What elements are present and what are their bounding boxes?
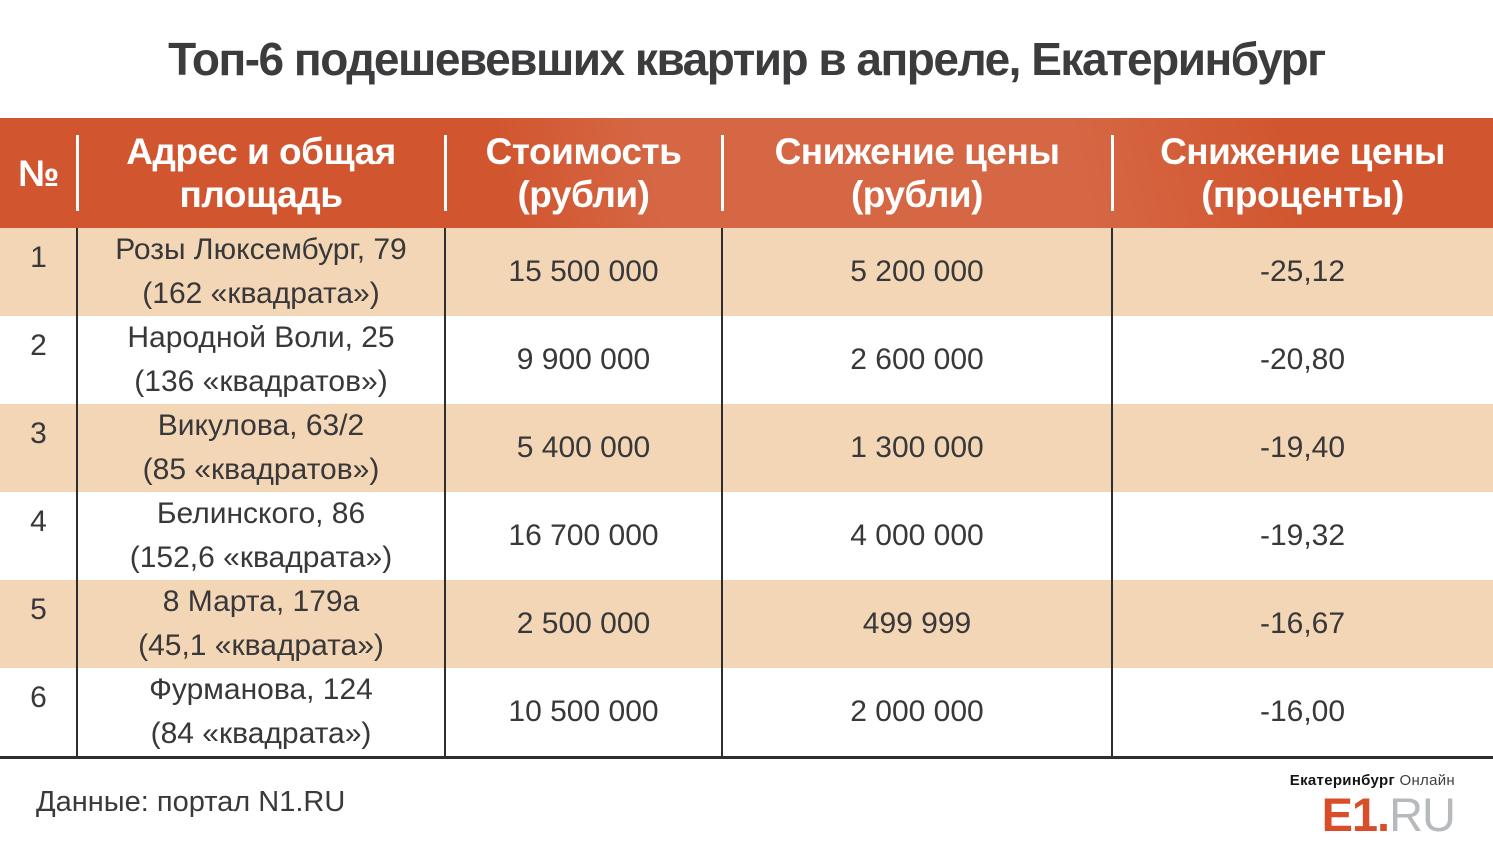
drop-rub-cell: 499 999 — [721, 580, 1112, 668]
logo-wordmark: E1.RU — [1290, 788, 1456, 841]
drop-rub-cell: 2 000 000 — [721, 668, 1112, 756]
address-cell: 8 Марта, 179а (45,1 «квадрата») — [76, 580, 445, 668]
header-cell-number: № — [0, 118, 77, 228]
address-area: (84 «квадрата») — [150, 717, 372, 750]
row-number-cell: 5 — [30, 593, 47, 626]
header-number-label: № — [18, 152, 59, 194]
drop-pct-cell: -20,80 — [1111, 316, 1493, 404]
data-source-label: Данные: портал N1.RU — [36, 786, 346, 818]
header-cell-price: Стоимость (рубли) — [444, 118, 722, 228]
table-row: 4 Белинского, 86 (152,6 «квадрата») 16 7… — [0, 492, 1493, 580]
header-cell-drop-pct: Снижение цены (проценты) — [1111, 118, 1493, 228]
price-cell: 5 400 000 — [444, 404, 722, 492]
header-address-line1: Адрес и общая — [126, 131, 396, 172]
price-cell: 2 500 000 — [444, 580, 722, 668]
row-number-cell: 1 — [30, 241, 47, 274]
address-area: (136 «квадратов») — [134, 365, 388, 398]
drop-pct-cell: -16,00 — [1111, 668, 1493, 756]
address-cell: Фурманова, 124 (84 «квадрата») — [76, 668, 445, 756]
drop-rub-cell: 1 300 000 — [721, 404, 1112, 492]
header-drop-pct-line1: Снижение цены — [1160, 131, 1445, 172]
row-number-cell: 4 — [30, 505, 47, 538]
price-cell: 15 500 000 — [444, 228, 722, 316]
logo-online-label: Онлайн — [1399, 772, 1455, 789]
header-cell-drop-rub: Снижение цены (рубли) — [721, 118, 1112, 228]
drop-pct-cell: -16,67 — [1111, 580, 1493, 668]
header-drop-pct-line2: (проценты) — [1201, 174, 1404, 215]
e1-logo: Екатеринбург Онлайн E1.RU — [1290, 773, 1456, 841]
header-drop-rub-line2: (рубли) — [850, 174, 984, 215]
table-row: 1 Розы Люксембург, 79 (162 «квадрата») 1… — [0, 228, 1493, 316]
address-street: Розы Люксембург, 79 — [115, 233, 407, 266]
table-row: 6 Фурманова, 124 (84 «квадрата») 10 500 … — [0, 668, 1493, 756]
drop-rub-cell: 2 600 000 — [721, 316, 1112, 404]
address-street: Фурманова, 124 — [149, 673, 373, 706]
drop-rub-cell: 5 200 000 — [721, 228, 1112, 316]
price-cell: 10 500 000 — [444, 668, 722, 756]
table-row: 2 Народной Воли, 25 (136 «квадратов») 9 … — [0, 316, 1493, 404]
address-area: (152,6 «квадрата») — [129, 541, 393, 574]
drop-pct-cell: -19,32 — [1111, 492, 1493, 580]
table-row: 3 Викулова, 63/2 (85 «квадратов») 5 400 … — [0, 404, 1493, 492]
header-address-line2: площадь — [179, 174, 343, 215]
address-cell: Народной Воли, 25 (136 «квадратов») — [76, 316, 445, 404]
address-area: (162 «квадрата») — [142, 277, 380, 310]
header-drop-rub-line1: Снижение цены — [774, 131, 1060, 172]
price-cell: 9 900 000 — [444, 316, 722, 404]
drop-pct-cell: -19,40 — [1111, 404, 1493, 492]
address-cell: Розы Люксембург, 79 (162 «квадрата») — [76, 228, 445, 316]
address-area: (85 «квадратов») — [142, 453, 380, 486]
address-street: Народной Воли, 25 — [127, 321, 395, 354]
header-price-line2: (рубли) — [517, 174, 650, 215]
row-number-cell: 2 — [30, 329, 47, 362]
address-street: Викулова, 63/2 — [157, 409, 365, 442]
address-area: (45,1 «квадрата») — [138, 629, 384, 662]
header-cell-address: Адрес и общая площадь — [76, 118, 445, 228]
logo-e1-text: E1. — [1321, 788, 1391, 841]
logo-city-label: Екатеринбург — [1289, 772, 1396, 789]
drop-pct-cell: -25,12 — [1111, 228, 1493, 316]
address-cell: Викулова, 63/2 (85 «квадратов») — [76, 404, 445, 492]
page-title: Топ-6 подешевевших квартир в апреле, Ека… — [168, 33, 1326, 85]
address-street: Белинского, 86 — [156, 497, 366, 530]
address-street: 8 Марта, 179а — [162, 585, 360, 618]
price-cell: 16 700 000 — [444, 492, 722, 580]
logo-ru-text: RU — [1389, 788, 1456, 841]
drop-rub-cell: 4 000 000 — [721, 492, 1112, 580]
table-header-row: № Адрес и общая площадь Стоимость (рубли… — [0, 118, 1493, 228]
table-body: 1 Розы Люксембург, 79 (162 «квадрата») 1… — [0, 228, 1493, 759]
table-row: 5 8 Марта, 179а (45,1 «квадрата») 2 500 … — [0, 580, 1493, 668]
apartments-table: № Адрес и общая площадь Стоимость (рубли… — [0, 118, 1493, 759]
row-number-cell: 6 — [30, 681, 47, 714]
header-price-line1: Стоимость — [485, 131, 682, 172]
row-number-cell: 3 — [30, 417, 47, 450]
address-cell: Белинского, 86 (152,6 «квадрата») — [76, 492, 445, 580]
logo-tagline: Екатеринбург Онлайн — [1290, 773, 1455, 788]
